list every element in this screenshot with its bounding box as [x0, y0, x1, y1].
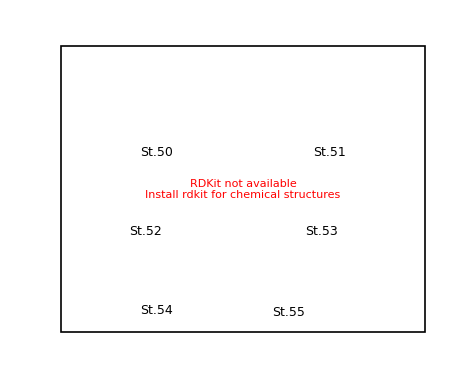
Text: St.52: St.52 — [129, 225, 162, 238]
Text: RDKit not available
Install rdkit for chemical structures: RDKit not available Install rdkit for ch… — [146, 178, 340, 200]
Text: St.50: St.50 — [140, 146, 173, 159]
Text: St.53: St.53 — [306, 225, 338, 238]
Text: St.51: St.51 — [313, 146, 346, 159]
Text: St.54: St.54 — [140, 304, 173, 316]
Text: St.55: St.55 — [273, 306, 305, 319]
